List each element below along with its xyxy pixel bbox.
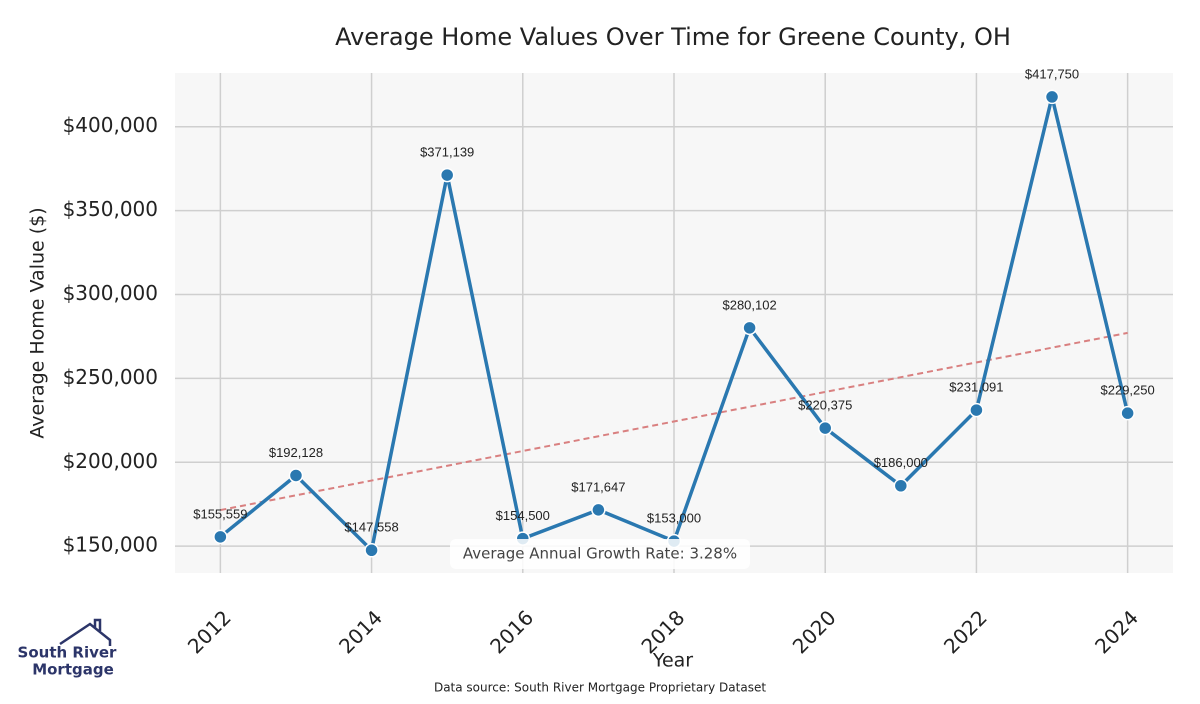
chart-title: Average Home Values Over Time for Greene…	[335, 23, 1011, 51]
trend-line	[220, 331, 1128, 512]
y-tick-label: $400,000	[63, 113, 158, 137]
data-label: $220,375	[798, 398, 852, 413]
data-label: $171,647	[571, 479, 625, 494]
data-label: $153,000	[647, 511, 701, 526]
data-label: $192,128	[269, 445, 323, 460]
data-label: $371,139	[420, 145, 474, 160]
logo-text: Mortgage	[32, 661, 114, 679]
source-note: Data source: South River Mortgage Propri…	[434, 681, 766, 695]
x-tick-label: 2016	[485, 605, 538, 658]
data-label: $154,500	[496, 508, 550, 523]
logo-roof	[59, 618, 112, 646]
data-point	[288, 468, 304, 483]
y-tick-label: $300,000	[63, 281, 158, 305]
data-label: $417,750	[1025, 66, 1079, 81]
data-label: $231,091	[949, 380, 1003, 395]
x-tick-label: 2014	[334, 605, 387, 658]
y-tick-label: $250,000	[63, 365, 158, 389]
annotation-box	[450, 539, 750, 569]
x-tick-label: 2024	[1090, 605, 1143, 658]
y-tick-label: $150,000	[63, 533, 158, 557]
data-label: $155,559	[193, 506, 247, 521]
annotation: Average Annual Growth Rate: 3.28%	[463, 545, 737, 563]
y-axis-label: Average Home Value ($)	[27, 207, 49, 438]
data-point	[1120, 405, 1135, 421]
data-point	[1044, 89, 1060, 105]
x-tick-label: 2020	[788, 605, 841, 658]
data-point	[439, 167, 455, 183]
data-point	[591, 502, 606, 518]
x-axis-label: Year	[652, 650, 693, 672]
x-tick-label: 2022	[939, 605, 992, 658]
x-tick-label: 2012	[183, 605, 236, 658]
data-point	[969, 402, 984, 418]
data-point	[817, 420, 833, 436]
data-label: $280,102	[722, 297, 776, 312]
y-tick-label: $200,000	[63, 449, 158, 473]
logo: South River Mortgage	[18, 618, 118, 679]
data-point	[893, 478, 909, 494]
y-tick-label: $350,000	[63, 197, 158, 221]
data-label: $229,250	[1101, 383, 1155, 398]
data-point	[364, 543, 379, 558]
data-label: $186,000	[874, 455, 928, 470]
data-point	[742, 320, 757, 336]
data-label: $147,558	[344, 520, 398, 535]
logo-text: South River	[18, 644, 118, 662]
data-point	[213, 529, 228, 545]
